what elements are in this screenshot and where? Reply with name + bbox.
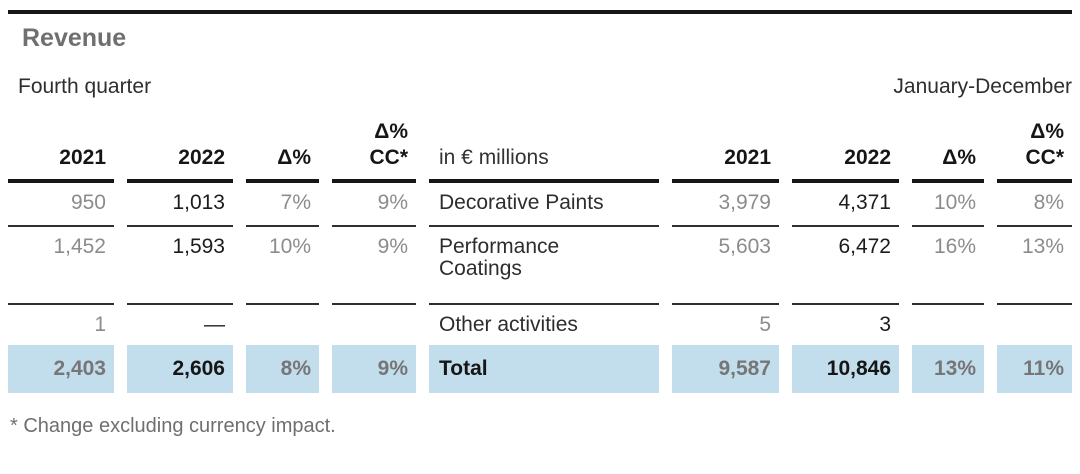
fy-2021-value: 3,979 [672, 183, 779, 227]
fy-2022-value: 3 [879, 313, 891, 336]
q4-2021-value: 1,452 [8, 227, 114, 305]
revenue-report-page: Revenue Fourth quarter January-December … [0, 10, 1080, 439]
total-fy-delta-value: 13% [912, 345, 984, 393]
header-q4-2022: 2022 [127, 119, 233, 183]
header-fy-delta-cc: Δ% CC* [997, 119, 1072, 183]
row-label: Other activities [439, 313, 578, 336]
fy-delta-cc-value: 8% [997, 183, 1072, 227]
q4-delta-cc-value: 9% [332, 183, 416, 227]
fy-2021-value: 5,603 [672, 227, 779, 305]
q4-2021-value: 1 [94, 313, 106, 336]
q4-delta-cc-value: 9% [332, 227, 416, 305]
header-fy-delta: Δ% [912, 119, 984, 183]
page-title: Revenue [22, 24, 127, 52]
fy-delta-cc-value: 13% [997, 227, 1072, 305]
total-q4-delta-value: 8% [246, 345, 319, 393]
header-fy-2021: 2021 [672, 119, 779, 183]
q4-delta-value [246, 305, 319, 345]
total-row-label: Total [429, 345, 659, 393]
header-q4-delta: Δ% [246, 119, 319, 183]
q4-2022-value: 1,593 [127, 227, 233, 305]
q4-delta-value: 7% [246, 183, 319, 227]
fy-delta-value: 10% [912, 183, 984, 227]
fy-2022-value: 6,472 [792, 227, 899, 305]
fy-delta-value [912, 305, 984, 345]
fy-2022-value: 4,371 [792, 183, 899, 227]
row-label: Decorative Paints [429, 183, 659, 227]
period-row: Fourth quarter January-December [8, 73, 1072, 101]
fy-delta-value: 16% [912, 227, 984, 305]
header-q4-2021: 2021 [8, 119, 114, 183]
total-fy-2021-value: 9,587 [672, 345, 779, 393]
total-fy-delta-cc-value: 11% [997, 345, 1072, 393]
footnote: * Change excluding currency impact. [10, 415, 336, 437]
q4-2022-value: 1,013 [127, 183, 233, 227]
header-fy-2022: 2022 [792, 119, 899, 183]
period-label-january-december: January-December [893, 75, 1072, 98]
total-q4-2021-value: 2,403 [8, 345, 114, 393]
period-label-fourth-quarter: Fourth quarter [18, 75, 152, 98]
total-fy-2022-value: 10,846 [792, 345, 899, 393]
q4-delta-cc-value [332, 305, 416, 345]
row-label: Performance Coatings [429, 227, 659, 305]
q4-2022-value: — [204, 313, 225, 336]
fy-delta-cc-value [997, 305, 1072, 345]
header-unit-label: in € millions [429, 119, 659, 183]
header-q4-delta-cc: Δ% CC* [332, 119, 416, 183]
revenue-table: 2021 2022 Δ% Δ% CC* in € millions 2021 2… [8, 119, 1072, 393]
q4-2021-value: 950 [8, 183, 114, 227]
top-rule-divider [8, 10, 1072, 14]
total-q4-2022-value: 2,606 [127, 345, 233, 393]
q4-delta-value: 10% [246, 227, 319, 305]
fy-2021-value: 5 [759, 313, 771, 336]
total-q4-delta-cc-value: 9% [332, 345, 416, 393]
